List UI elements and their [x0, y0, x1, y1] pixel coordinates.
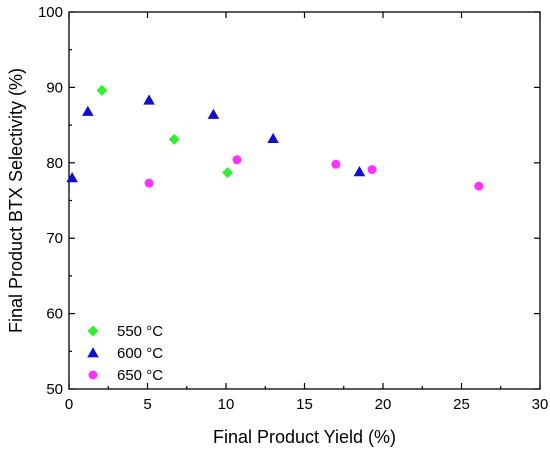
x-axis-title: Final Product Yield (%): [213, 427, 396, 447]
data-point-triangle: [267, 132, 279, 144]
x-tick-label: 15: [296, 396, 313, 413]
legend-marker-triangle: [87, 347, 99, 358]
data-point-diamond: [96, 84, 108, 96]
x-tick-label: 5: [143, 396, 151, 413]
y-axis-title: Final Product BTX Selectivity (%): [6, 68, 26, 333]
y-tick-label: 90: [46, 79, 63, 96]
x-tick-label: 30: [532, 396, 549, 413]
y-tick-label: 50: [46, 381, 63, 398]
data-point-circle: [474, 181, 484, 191]
data-point-triangle: [207, 108, 220, 119]
data-point-triangle: [82, 105, 94, 116]
legend-marker-diamond: [87, 325, 99, 337]
x-tick-label: 25: [453, 396, 470, 413]
y-tick-label: 100: [38, 4, 63, 21]
data-point-circle: [144, 178, 154, 188]
plot-area: [69, 12, 540, 389]
data-points: [66, 84, 484, 191]
data-point-circle: [232, 155, 242, 165]
y-tick-label: 80: [46, 155, 63, 172]
data-point-circle: [367, 165, 377, 175]
y-tick-label: 60: [46, 306, 63, 323]
data-point-diamond: [168, 133, 180, 145]
y-tick-label: 70: [46, 230, 63, 247]
legend-label: 550 °C: [117, 323, 163, 340]
x-tick-label: 20: [375, 396, 392, 413]
x-tick-label: 0: [65, 396, 73, 413]
data-point-circle: [331, 159, 341, 169]
data-point-triangle: [143, 94, 155, 105]
data-point-diamond: [222, 167, 234, 179]
legend: 550 °C 600 °C 650 °C: [87, 323, 163, 384]
axes: 0 5 10 15 20 25 30 50 60 70 80 90 100: [38, 4, 548, 413]
legend-label: 600 °C: [117, 345, 163, 362]
data-point-triangle: [353, 166, 366, 177]
legend-label: 650 °C: [117, 367, 163, 384]
x-tick-label: 10: [218, 396, 235, 413]
legend-marker-circle: [88, 370, 98, 380]
data-point-triangle: [66, 172, 78, 183]
